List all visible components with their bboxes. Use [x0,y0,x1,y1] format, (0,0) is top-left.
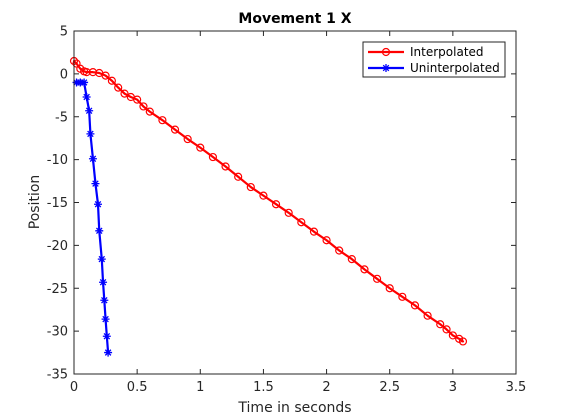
y-tick-label: -20 [47,239,68,254]
x-tick-label: 3 [449,380,457,395]
y-tick-label: -25 [47,282,68,297]
x-tick-label: 2.5 [379,380,400,395]
y-tick-label: -5 [55,110,68,125]
y-tick-label: -35 [47,368,68,383]
data-point [94,200,102,208]
y-tick-label: 5 [60,25,68,40]
legend-marker [382,64,390,72]
x-tick-label: 3.5 [506,380,527,395]
x-tick-label: 0.5 [127,380,148,395]
y-tick-label: -30 [47,325,68,340]
plot-area [74,31,516,374]
legend-label: Uninterpolated [410,61,500,75]
y-axis-label: Position [27,175,43,230]
x-axis-label: Time in seconds [237,400,351,416]
legend: Interpolated Uninterpolated [363,42,505,77]
y-tick-label: -15 [47,196,68,211]
x-tick-label: 0 [70,380,78,395]
chart-title: Movement 1 X [238,11,351,27]
x-tick-label: 1.5 [253,380,274,395]
data-point [100,296,108,304]
y-tick-label: -10 [47,153,68,168]
legend-label: Interpolated [410,45,484,59]
y-tick-label: 0 [60,67,68,82]
x-tick-label: 2 [322,380,330,395]
x-tick-label: 1 [196,380,204,395]
